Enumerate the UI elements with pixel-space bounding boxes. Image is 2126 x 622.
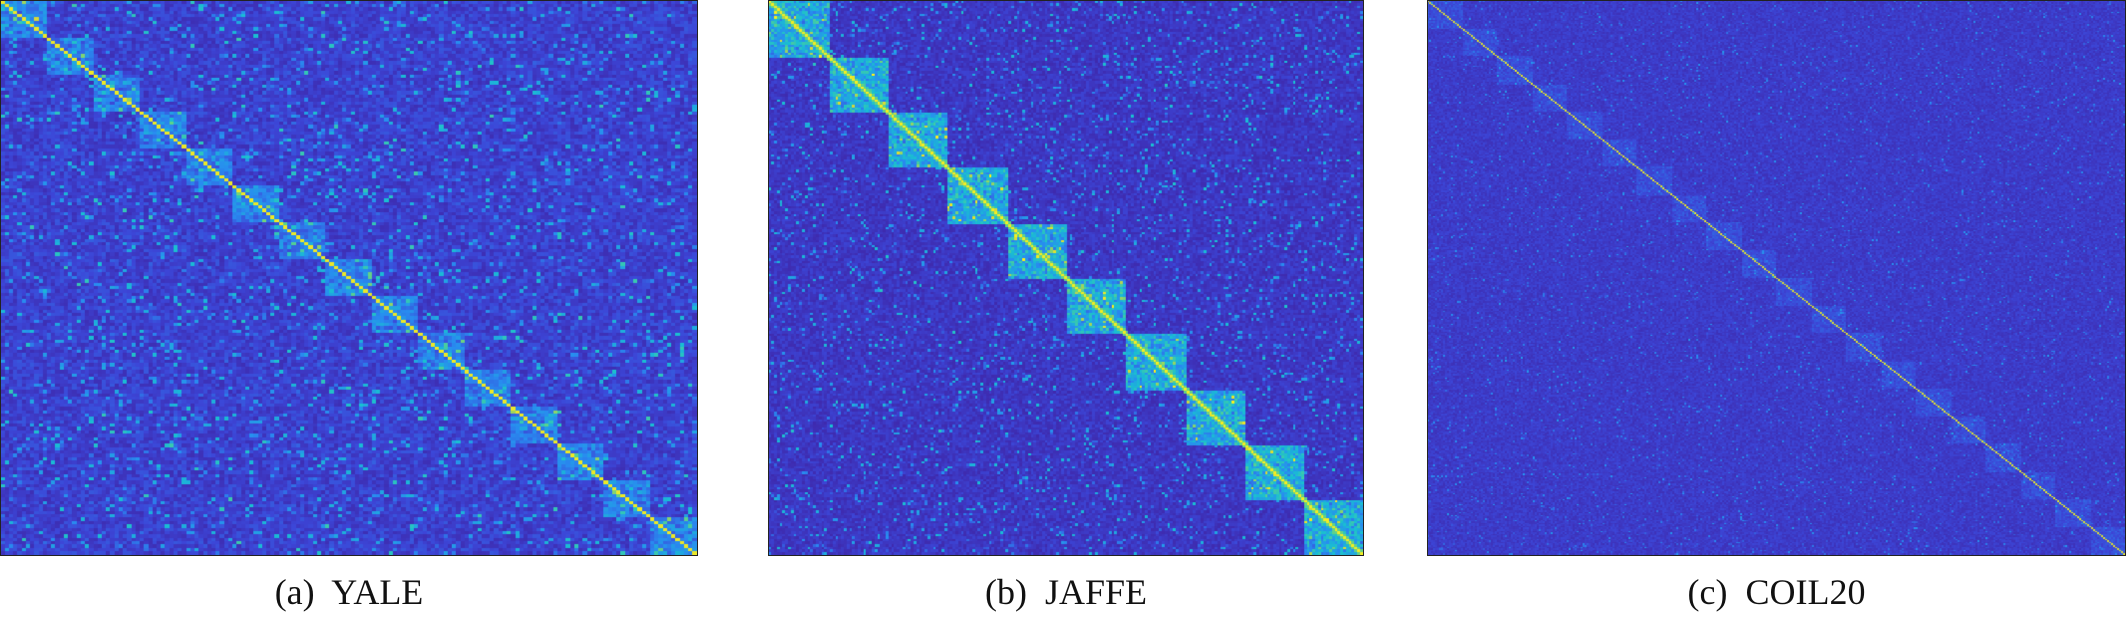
caption-yale: (a) YALE — [274, 572, 424, 612]
heatmap-yale — [0, 0, 698, 556]
panel-jaffe: (b) JAFFE — [768, 0, 1364, 622]
panel-coil20: (c) COIL20 — [1427, 0, 2126, 622]
caption-jaffe: (b) JAFFE — [984, 572, 1148, 612]
panel-yale: (a) YALE — [0, 0, 698, 622]
caption-coil20: (c) COIL20 — [1687, 572, 1866, 612]
heatmap-jaffe — [768, 0, 1364, 556]
heatmap-coil20 — [1427, 0, 2126, 556]
